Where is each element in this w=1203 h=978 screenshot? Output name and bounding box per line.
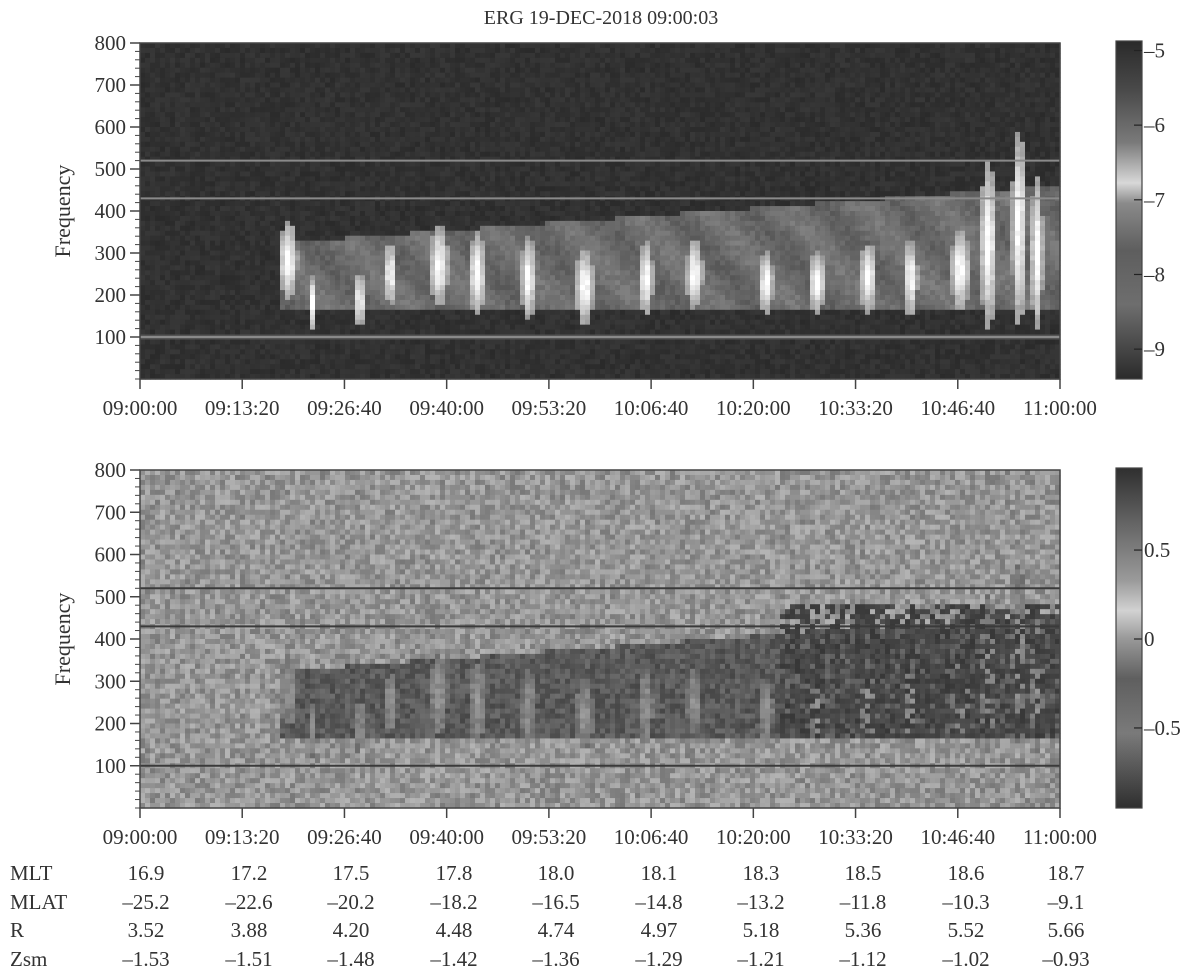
ephemeris-value: –0.93 <box>1041 947 1089 971</box>
ephemeris-value: –1.53 <box>121 947 169 971</box>
x-tick-label: 10:46:40 <box>920 396 995 420</box>
y-tick-label: 800 <box>95 458 127 482</box>
ephemeris-value: 17.5 <box>333 861 370 885</box>
y-tick-label: 400 <box>95 627 127 651</box>
ephemeris-value: 4.48 <box>436 918 473 942</box>
y-tick-label: 300 <box>95 669 127 693</box>
y-tick-label: 800 <box>95 31 127 55</box>
x-tick-label: 10:06:40 <box>614 396 689 420</box>
colorbar-tick-label: –7 <box>1143 188 1165 212</box>
ephemeris-value: –1.12 <box>838 947 886 971</box>
ephemeris-label: Zsm <box>10 947 47 971</box>
ephemeris-value: 18.7 <box>1048 861 1085 885</box>
ephemeris-value: –1.21 <box>736 947 784 971</box>
ephemeris-table: MLT 16.9 17.2 17.5 17.8 18.0 18.1 18.3 18.5 18.6 1… <box>10 861 1090 971</box>
x-tick-label: 10:06:40 <box>614 825 689 849</box>
spectrogram-image <box>140 43 1061 380</box>
ephemeris-label: R <box>10 918 24 942</box>
y-tick-label: 400 <box>95 199 127 223</box>
ephemeris-value: 3.88 <box>231 918 268 942</box>
y-tick-label: 300 <box>95 241 127 265</box>
colorbar-tick-label: –6 <box>1143 113 1165 137</box>
colorbar <box>1115 40 1143 380</box>
ephemeris-value: –13.2 <box>736 890 784 914</box>
colorbar-tick-label: –8 <box>1143 262 1165 286</box>
ephemeris-value: 4.74 <box>538 918 575 942</box>
x-tick-label: 09:53:20 <box>512 825 587 849</box>
figure-title: ERG 19-DEC-2018 09:00:03 <box>484 7 718 29</box>
y-tick-label: 200 <box>95 712 127 736</box>
x-tick-label: 10:20:00 <box>716 825 791 849</box>
ephemeris-value: 5.52 <box>948 918 985 942</box>
x-tick-label: 09:13:20 <box>205 396 280 420</box>
ephemeris-value: 18.1 <box>641 861 678 885</box>
y-tick-label: 500 <box>95 585 127 609</box>
x-tick-label: 10:20:00 <box>716 396 791 420</box>
ephemeris-value: –1.48 <box>326 947 374 971</box>
x-tick-label: 09:40:00 <box>409 396 484 420</box>
x-tick-label: 09:26:40 <box>307 396 382 420</box>
y-tick-label: 700 <box>95 500 127 524</box>
y-tick-label: 200 <box>95 283 127 307</box>
x-tick-label: 10:46:40 <box>920 825 995 849</box>
ephemeris-value: 18.5 <box>845 861 882 885</box>
ephemeris-value: 5.18 <box>743 918 780 942</box>
y-tick-label: 600 <box>95 543 127 567</box>
ephemeris-label: MLAT <box>10 890 67 914</box>
ephemeris-label: MLT <box>10 861 53 885</box>
colorbar-tick-label: 0.5 <box>1144 538 1170 562</box>
ephemeris-value: –11.8 <box>839 890 886 914</box>
spectrogram-panel-ratio: 100 200 300 400 500 600 700 800 Frequency 09:00:0… <box>50 458 1181 849</box>
x-tick-label: 09:53:20 <box>512 396 587 420</box>
x-tick-label: 11:00:00 <box>1023 825 1097 849</box>
x-tick-label: 10:33:20 <box>818 825 893 849</box>
ephemeris-value: –1.29 <box>634 947 682 971</box>
ephemeris-value: 3.52 <box>128 918 165 942</box>
colorbar-tick-label: 0 <box>1144 627 1155 651</box>
spectrogram-image <box>140 470 1061 809</box>
y-axis-label: Frequency <box>50 593 75 686</box>
x-tick-label: 09:26:40 <box>307 825 382 849</box>
ephemeris-value: –22.6 <box>224 890 272 914</box>
ephemeris-value: –1.42 <box>429 947 477 971</box>
x-tick-label: 09:13:20 <box>205 825 280 849</box>
colorbar <box>1115 467 1143 809</box>
ephemeris-value: –25.2 <box>121 890 169 914</box>
ephemeris-value: –18.2 <box>429 890 477 914</box>
ephemeris-value: 18.0 <box>538 861 575 885</box>
ephemeris-value: 16.9 <box>128 861 165 885</box>
y-tick-label: 600 <box>95 115 127 139</box>
x-tick-label: 09:00:00 <box>103 825 178 849</box>
ephemeris-value: 17.8 <box>436 861 473 885</box>
ephemeris-value: –1.51 <box>224 947 272 971</box>
y-axis-label: Frequency <box>50 165 75 258</box>
ephemeris-value: 18.6 <box>948 861 985 885</box>
ephemeris-value: –9.1 <box>1047 890 1085 914</box>
colorbar-tick-label: –9 <box>1143 337 1165 361</box>
x-tick-label: 09:00:00 <box>103 396 178 420</box>
y-tick-label: 100 <box>95 325 127 349</box>
ephemeris-value: –14.8 <box>634 890 682 914</box>
ephemeris-value: –1.02 <box>941 947 989 971</box>
colorbar-tick-label: –0.5 <box>1143 716 1181 740</box>
ephemeris-value: –1.36 <box>531 947 579 971</box>
ephemeris-value: 5.36 <box>845 918 882 942</box>
y-tick-label: 500 <box>95 157 127 181</box>
ephemeris-value: –20.2 <box>326 890 374 914</box>
y-tick-label: 100 <box>95 754 127 778</box>
spectrogram-panel-power: 100 200 300 400 500 600 700 800 Frequency 09:00:0… <box>50 31 1165 420</box>
ephemeris-value: 4.97 <box>641 918 678 942</box>
colorbar-tick-label: –5 <box>1143 38 1165 62</box>
x-tick-label: 10:33:20 <box>818 396 893 420</box>
y-tick-label: 700 <box>95 73 127 97</box>
ephemeris-value: 4.20 <box>333 918 370 942</box>
ephemeris-value: 17.2 <box>231 861 268 885</box>
x-tick-label: 09:40:00 <box>409 825 484 849</box>
ephemeris-value: –10.3 <box>941 890 989 914</box>
ephemeris-value: 5.66 <box>1048 918 1085 942</box>
x-tick-label: 11:00:00 <box>1023 396 1097 420</box>
ephemeris-value: –16.5 <box>531 890 579 914</box>
ephemeris-value: 18.3 <box>743 861 780 885</box>
